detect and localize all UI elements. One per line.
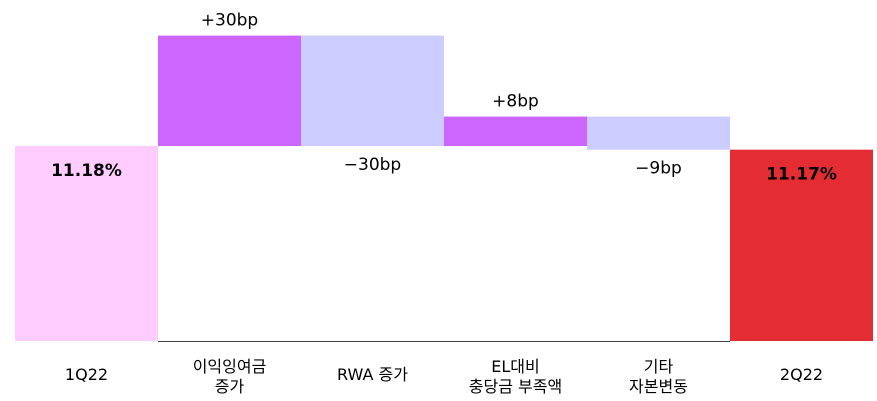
category-label-5: 기타 자본변동 (629, 357, 688, 396)
bar-6 (730, 149, 873, 341)
category-label-2: 이익잉여금 증가 (193, 357, 267, 396)
bar-5 (587, 116, 730, 150)
data-label-2: +30bp (201, 11, 258, 31)
bar-3 (301, 35, 444, 146)
bar-4 (444, 116, 587, 146)
category-label-1: 1Q22 (65, 365, 108, 384)
data-label-3: −30bp (344, 155, 401, 175)
data-label-4: +8bp (492, 92, 539, 112)
category-label-4: EL대비 충당금 부족액 (469, 357, 562, 396)
data-label-6: 11.17% (766, 165, 837, 185)
category-label-3: RWA 증가 (337, 365, 408, 384)
data-label-1: 11.18% (51, 161, 122, 181)
bar-1 (15, 146, 158, 341)
bar-2 (158, 35, 301, 146)
category-label-6: 2Q22 (780, 365, 823, 384)
data-label-5: −9bp (635, 159, 682, 179)
